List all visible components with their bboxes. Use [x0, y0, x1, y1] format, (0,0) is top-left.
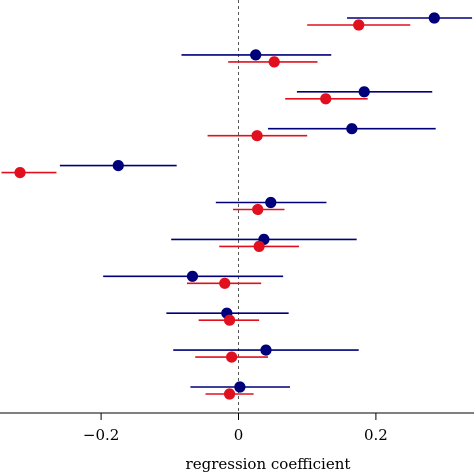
estimate-row-2 [181, 49, 332, 68]
blue-point [346, 123, 358, 135]
red-point [223, 314, 236, 326]
estimate-row-6 [215, 196, 327, 216]
red-point [219, 277, 231, 289]
blue-point [234, 381, 246, 393]
blue-point [428, 12, 440, 24]
estimate-row-9 [166, 307, 289, 326]
red-point [268, 56, 280, 68]
red-point [223, 388, 236, 400]
x-tick-label: 0 [234, 426, 244, 444]
x-axis-label: regression coefficient [186, 455, 351, 473]
estimate-row-5 [1, 160, 177, 179]
blue-point [265, 196, 277, 209]
red-point [320, 93, 332, 105]
estimate-row-11 [190, 381, 291, 400]
blue-point [112, 160, 124, 172]
red-point [353, 19, 365, 31]
blue-point [260, 344, 272, 356]
red-point [253, 240, 265, 252]
red-point [252, 203, 264, 216]
x-tick-label: 0.2 [364, 426, 388, 444]
blue-point [250, 49, 262, 61]
estimate-row-7 [171, 233, 357, 252]
x-axis: −0.2 0 0.2 [0, 412, 474, 444]
red-point [14, 167, 26, 179]
red-point [226, 351, 238, 363]
blue-point [358, 86, 370, 98]
x-tick-label: −0.2 [83, 426, 119, 444]
red-point [251, 130, 263, 142]
estimate-row-1 [307, 12, 473, 31]
blue-point [186, 270, 199, 282]
estimate-row-8 [103, 270, 284, 289]
estimate-row-3 [285, 86, 433, 105]
estimate-row-10 [173, 344, 359, 363]
plot-area [1, 0, 473, 413]
estimate-row-4 [207, 123, 436, 142]
